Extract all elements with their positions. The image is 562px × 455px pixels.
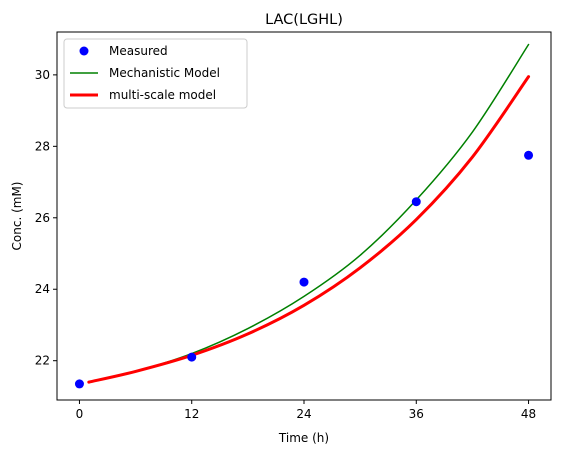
x-axis-label: Time (h)	[278, 431, 329, 445]
y-axis-label: Conc. (mM)	[10, 182, 24, 251]
y-axis: 22 24 26 28 30	[35, 68, 57, 368]
legend: Measured Mechanistic Model multi-scale mod…	[63, 38, 248, 109]
measured-point	[524, 150, 534, 160]
y-tick-label: 30	[35, 68, 50, 82]
x-tick-label: 0	[76, 407, 84, 421]
y-tick-label: 22	[35, 354, 50, 368]
series-line-multi-scale-model	[87, 75, 531, 384]
measured-point	[299, 277, 309, 287]
legend-marker-measured	[79, 46, 89, 56]
measured-point	[411, 197, 421, 207]
x-tick-label: 24	[296, 407, 311, 421]
chart-title: LAC(LGHL)	[265, 12, 343, 28]
legend-box	[63, 38, 248, 109]
y-tick-label: 28	[35, 139, 50, 153]
measured-point	[74, 379, 84, 389]
x-tick-label: 36	[409, 407, 424, 421]
legend-label: Measured	[109, 44, 168, 58]
x-tick-label: 48	[521, 407, 536, 421]
y-tick-label: 24	[35, 282, 50, 296]
y-tick-label: 26	[35, 211, 50, 225]
x-tick-label: 12	[184, 407, 199, 421]
legend-label: Mechanistic Model	[109, 66, 220, 80]
measured-point	[187, 352, 197, 362]
legend-label: multi-scale model	[109, 88, 216, 102]
x-axis: 0 12 24 36 48	[76, 400, 536, 421]
